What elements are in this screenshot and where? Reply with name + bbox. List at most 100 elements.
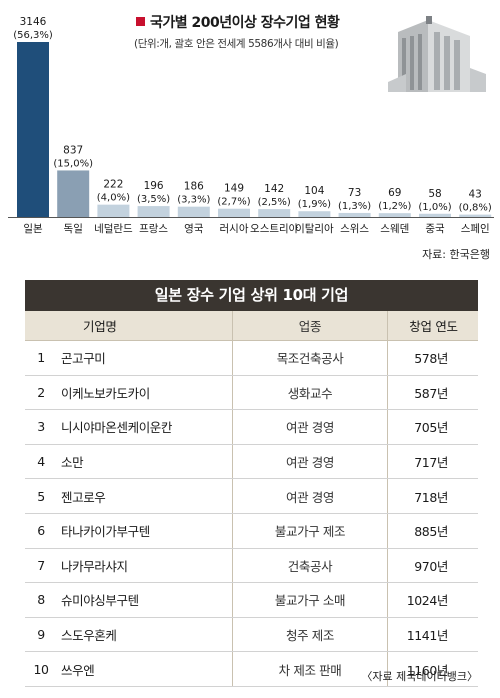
row-industry: 생화교수 xyxy=(232,375,388,411)
category-label: 러시아 xyxy=(220,223,249,235)
companies-table: 일본 장수 기업 상위 10대 기업 기업명 업종 창업 연도 1 곤고구미 목… xyxy=(25,280,478,687)
row-name: 이케노보카도카이 xyxy=(57,375,233,411)
category-label: 이탈리아 xyxy=(295,222,334,235)
row-rank: 2 xyxy=(25,375,57,411)
table-header-row: 기업명 업종 창업 연도 xyxy=(25,311,478,341)
table-grid: 기업명 업종 창업 연도 1 곤고구미 목조건축공사 578년 2 이케노보카도… xyxy=(25,311,478,687)
bar-value-label: 104 xyxy=(304,185,324,197)
bar-pct-label: (1,2%) xyxy=(378,201,411,212)
category-label: 스페인 xyxy=(461,223,490,235)
row-rank: 1 xyxy=(25,340,57,376)
row-industry: 여관 경영 xyxy=(232,409,388,445)
row-name: 스도우혼케 xyxy=(57,617,233,653)
bar-pct-label: (3,5%) xyxy=(137,194,170,205)
row-name: 니시야마온센케이운칸 xyxy=(57,409,233,445)
bar-러시아 xyxy=(218,208,250,217)
building-illustration-icon xyxy=(388,16,486,92)
row-year: 1024년 xyxy=(387,582,478,618)
row-industry: 여관 경영 xyxy=(232,444,388,480)
row-year: 970년 xyxy=(387,548,478,584)
row-industry: 차 제조 판매 xyxy=(232,651,388,687)
title-bullet-icon xyxy=(136,17,145,26)
row-rank: 8 xyxy=(25,582,57,618)
row-year: 717년 xyxy=(387,444,478,480)
row-rank: 3 xyxy=(25,409,57,445)
bar-value-label: 186 xyxy=(184,181,204,193)
row-year: 1160년 xyxy=(387,651,478,687)
table-source: 〈자료 제국데이터뱅크〉 xyxy=(361,670,478,683)
row-industry: 청주 제조 xyxy=(232,617,388,653)
row-rank: 9 xyxy=(25,617,57,653)
bar-네덜란드 xyxy=(97,204,130,217)
bar-스페인 xyxy=(459,214,492,217)
row-industry: 목조건축공사 xyxy=(232,340,388,376)
row-rank: 10 xyxy=(25,651,57,687)
table-row: 10 쓰우엔 차 제조 판매 1160년 xyxy=(25,651,478,687)
bar-독일 xyxy=(57,170,90,217)
row-rank: 5 xyxy=(25,478,57,514)
row-year: 705년 xyxy=(387,409,478,445)
bar-pct-label: (1,9%) xyxy=(298,199,331,210)
chart-source: 자료: 한국은행 xyxy=(422,248,490,261)
table-row: 8 슈미야싱부구텐 불교가구 소매 1024년 xyxy=(25,582,478,618)
header-rank xyxy=(25,311,57,341)
table-row: 4 소만 여관 경영 717년 xyxy=(25,444,478,480)
row-industry: 건축공사 xyxy=(232,548,388,584)
category-label: 독일 xyxy=(64,222,83,235)
bar-오스트리아 xyxy=(258,209,291,217)
bar-value-label: 837 xyxy=(63,144,83,156)
bar-pct-label: (2,5%) xyxy=(258,197,291,208)
table-row: 5 젠고로우 여관 경영 718년 xyxy=(25,478,478,514)
bar-영국 xyxy=(177,206,210,217)
row-name: 소만 xyxy=(57,444,233,480)
bar-이탈리아 xyxy=(298,211,331,217)
bar-pct-label: (15,0%) xyxy=(53,158,93,169)
header-year: 창업 연도 xyxy=(387,311,478,341)
bar-스위스 xyxy=(338,212,371,217)
chart-subtitle: (단위:개, 괄호 안은 전세계 5586개사 대비 비율) xyxy=(134,38,339,50)
bar-value-label: 43 xyxy=(469,189,482,201)
row-rank: 7 xyxy=(25,548,57,584)
bar-pct-label: (4,0%) xyxy=(97,193,130,204)
row-rank: 6 xyxy=(25,513,57,549)
row-industry: 불교가구 제조 xyxy=(232,513,388,549)
bar-스웨덴 xyxy=(378,213,411,217)
row-name: 슈미야싱부구텐 xyxy=(57,582,233,618)
category-label: 영국 xyxy=(184,223,204,235)
bar-pct-label: (0,8%) xyxy=(459,203,492,214)
bar-value-label: 69 xyxy=(388,187,401,199)
table-title: 일본 장수 기업 상위 10대 기업 xyxy=(25,280,478,311)
bar-pct-label: (3,3%) xyxy=(177,195,210,206)
bar-pct-label: (1,0%) xyxy=(418,202,451,213)
bar-일본 xyxy=(17,42,49,217)
bar-value-label: 142 xyxy=(264,183,284,195)
category-label: 프랑스 xyxy=(139,223,168,235)
bar-중국 xyxy=(419,213,451,217)
table-row: 2 이케노보카도카이 생화교수 587년 xyxy=(25,375,478,411)
bar-프랑스 xyxy=(137,206,170,217)
bar-chart: 3146 (56,3%) 일본 837 (15,0%) 독일 222 (4,0%) 네덜란드 19… xyxy=(8,16,494,235)
row-year: 578년 xyxy=(387,340,478,376)
category-label: 스위스 xyxy=(340,222,369,235)
row-year: 1141년 xyxy=(387,617,478,653)
row-year: 885년 xyxy=(387,513,478,549)
bar-pct-label: (2,7%) xyxy=(217,197,250,208)
bar-value-label: 149 xyxy=(224,183,244,195)
category-label: 오스트리아 xyxy=(250,223,299,235)
row-year: 587년 xyxy=(387,375,478,411)
table-row: 7 나카무라샤지 건축공사 970년 xyxy=(25,548,478,584)
table-row: 6 타나카이가부구텐 불교가구 제조 885년 xyxy=(25,513,478,549)
row-name: 쓰우엔 xyxy=(57,651,233,687)
bar-value-label: 3146 xyxy=(20,16,47,28)
category-label: 네덜란드 xyxy=(94,223,133,235)
row-industry: 여관 경영 xyxy=(232,478,388,514)
row-name: 나카무라샤지 xyxy=(57,548,233,584)
row-name: 젠고로우 xyxy=(57,478,233,514)
category-label: 중국 xyxy=(425,223,445,235)
header-industry: 업종 xyxy=(232,311,388,341)
table-row: 9 스도우혼케 청주 제조 1141년 xyxy=(25,617,478,653)
row-name: 타나카이가부구텐 xyxy=(57,513,233,549)
chart-title-text: 국가별 200년이상 장수기업 현황 xyxy=(150,15,340,31)
row-name: 곤고구미 xyxy=(57,340,233,376)
bar-value-label: 73 xyxy=(348,187,361,199)
